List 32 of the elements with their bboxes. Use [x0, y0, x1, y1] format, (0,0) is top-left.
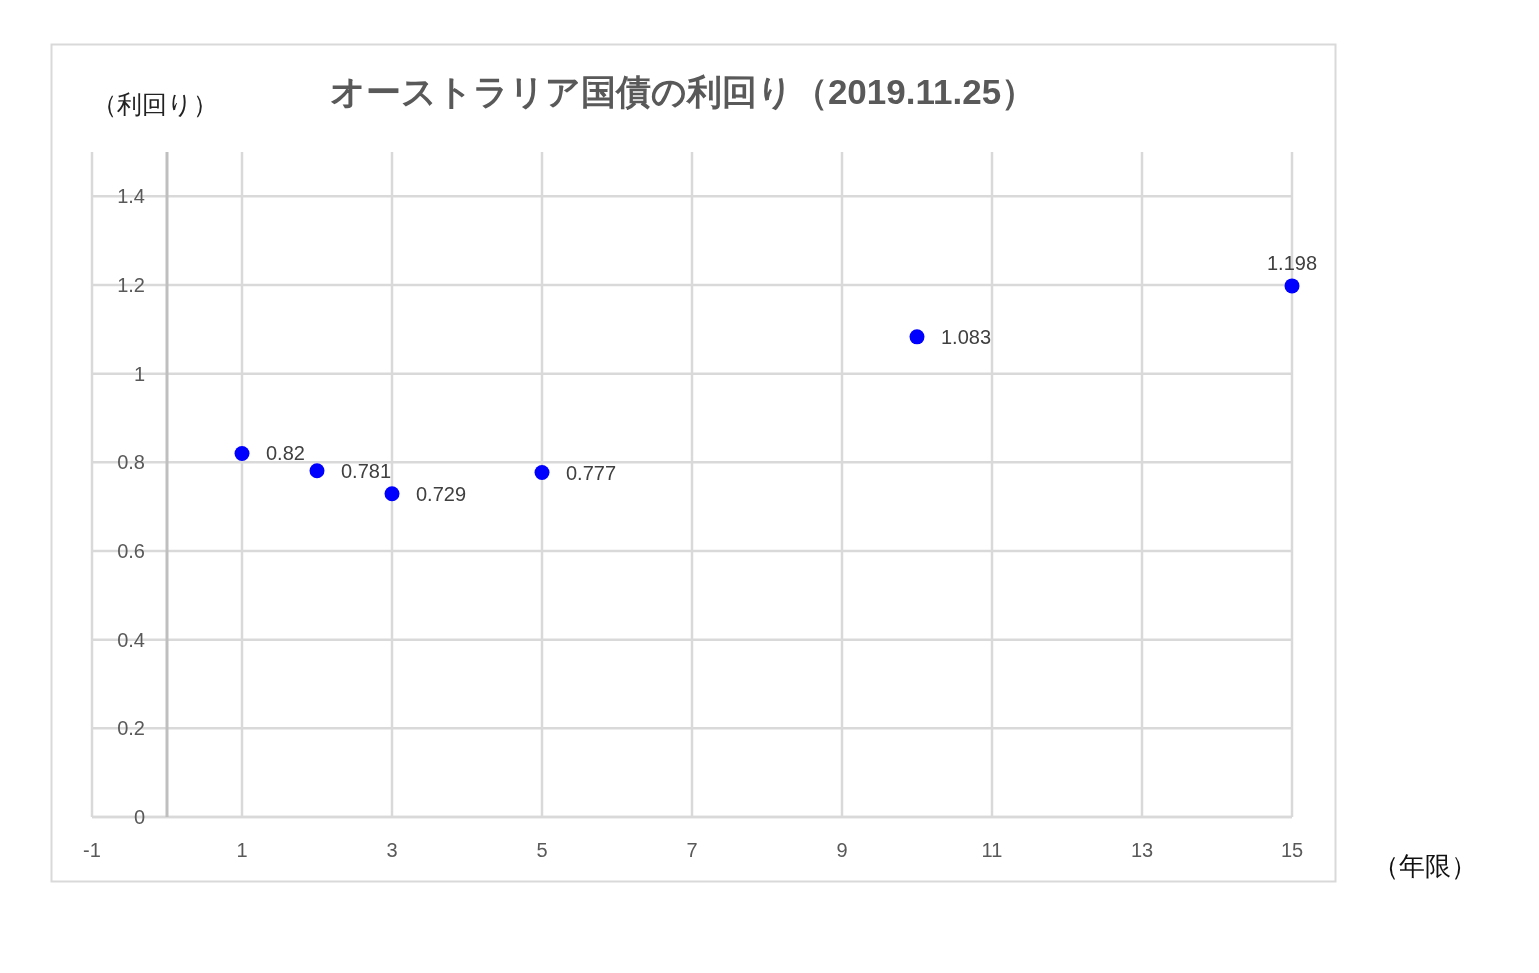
x-tick-label: 5	[536, 839, 548, 861]
x-tick-label: 13	[1130, 839, 1154, 861]
point	[309, 463, 325, 479]
x-tick-label: 3	[386, 839, 398, 861]
data-label: 1.198	[1266, 251, 1318, 274]
y-tick-label: 0.4	[117, 628, 145, 651]
point	[234, 445, 250, 461]
x-tick-label: 11	[981, 839, 1003, 861]
data-label: 0.729	[416, 482, 467, 505]
x-tick-label: -1	[83, 839, 101, 861]
x-tick-label: 15	[1280, 839, 1304, 861]
x-tick-label: 9	[836, 839, 848, 861]
y-tick-label: 0.2	[117, 717, 145, 740]
x-tick-label: 7	[686, 839, 698, 861]
point	[1284, 278, 1300, 294]
y-tick-label: 1.4	[117, 185, 145, 208]
y-axis-title: （利回り）	[92, 90, 218, 118]
data-label: 0.777	[566, 461, 617, 484]
x-axis-title: （年限）	[1373, 851, 1477, 881]
y-tick-label: 1.2	[117, 274, 145, 296]
point	[909, 329, 925, 345]
point	[384, 486, 400, 502]
data-label: 1.083	[941, 325, 992, 348]
data-label: 0.82	[266, 442, 305, 465]
data-label: 0.781	[341, 459, 392, 482]
chart-title: オーストラリア国債の利回り（2019.11.25）	[329, 72, 1037, 111]
y-tick-label: 0	[133, 806, 145, 828]
point	[534, 465, 550, 481]
y-tick-label: 0.6	[117, 540, 145, 562]
y-tick-label: 1	[133, 362, 145, 385]
x-tick-label: 1	[236, 839, 248, 861]
y-tick-label: 0.8	[117, 451, 145, 474]
